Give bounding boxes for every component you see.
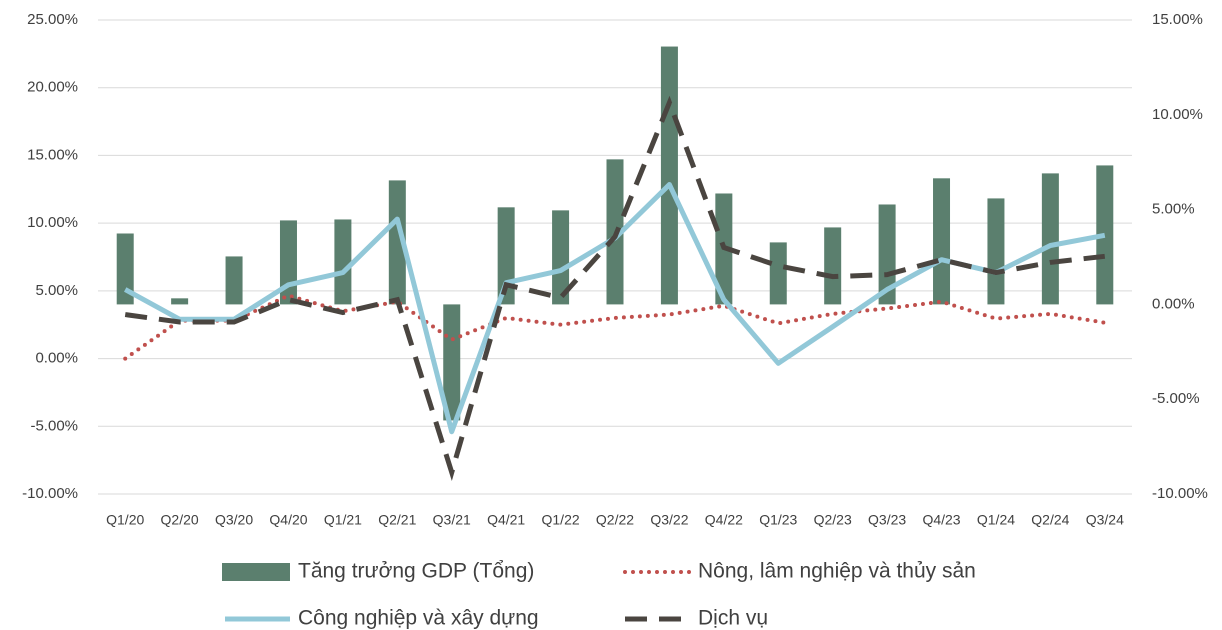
x-tick-label: Q3/23 [868, 512, 906, 528]
x-tick-label: Q2/20 [161, 512, 199, 528]
y-tick-label: 20.00% [27, 79, 78, 96]
bar [987, 198, 1005, 305]
bar [878, 204, 896, 305]
bar [334, 219, 352, 305]
y-tick-label: 0.00% [35, 350, 78, 367]
x-tick-label: Q2/22 [596, 512, 634, 528]
bar [443, 304, 461, 421]
legend-label: Công nghiệp và xây dựng [298, 607, 539, 630]
bar [933, 178, 951, 305]
x-tick-label: Q1/23 [759, 512, 797, 528]
x-tick-label: Q3/20 [215, 512, 253, 528]
bar [824, 227, 842, 305]
x-tick-label: Q4/21 [487, 512, 525, 528]
y2-tick-label: -10.00% [1152, 485, 1208, 502]
legend-label: Nông, lâm nghiệp và thủy sản [698, 560, 976, 583]
x-tick-label: Q3/22 [650, 512, 688, 528]
y2-tick-label: 15.00% [1152, 11, 1203, 28]
bar [660, 46, 678, 305]
bar [171, 298, 189, 305]
bar [552, 210, 570, 305]
bar [769, 242, 787, 305]
y2-tick-label: 10.00% [1152, 106, 1203, 123]
x-tick-label: Q3/24 [1086, 512, 1124, 528]
y-tick-label: 5.00% [35, 282, 78, 299]
bar [225, 256, 243, 305]
x-tick-label: Q4/23 [922, 512, 960, 528]
x-tick-label: Q2/24 [1031, 512, 1069, 528]
y2-tick-label: 0.00% [1152, 295, 1195, 312]
x-tick-label: Q3/21 [433, 512, 471, 528]
x-tick-label: Q4/22 [705, 512, 743, 528]
x-tick-label: Q1/22 [542, 512, 580, 528]
y2-tick-label: -5.00% [1152, 390, 1200, 407]
bar [1096, 165, 1114, 305]
bar [388, 180, 406, 305]
bar [1041, 173, 1059, 305]
y2-tick-label: 5.00% [1152, 201, 1195, 218]
legend-swatch [222, 563, 290, 581]
line [123, 293, 1107, 361]
x-tick-label: Q1/24 [977, 512, 1015, 528]
y-tick-label: -10.00% [22, 485, 78, 502]
x-tick-label: Q1/20 [106, 512, 144, 528]
y-tick-label: 15.00% [27, 146, 78, 163]
legend-label: Dịch vụ [698, 607, 768, 630]
x-tick-label: Q2/21 [378, 512, 416, 528]
y-tick-label: -5.00% [30, 417, 78, 434]
x-tick-label: Q4/20 [269, 512, 307, 528]
bar [279, 220, 297, 305]
legend-label: Tăng trưởng GDP (Tổng) [298, 560, 534, 583]
y-tick-label: 25.00% [27, 11, 78, 28]
x-tick-label: Q2/23 [814, 512, 852, 528]
line [124, 95, 1106, 481]
x-tick-label: Q1/21 [324, 512, 362, 528]
y-tick-label: 10.00% [27, 214, 78, 231]
bar [116, 233, 134, 305]
